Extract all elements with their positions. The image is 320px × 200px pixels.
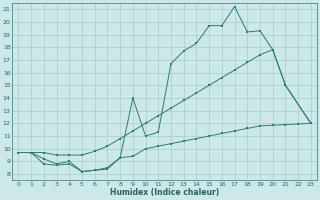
X-axis label: Humidex (Indice chaleur): Humidex (Indice chaleur) (110, 188, 219, 197)
